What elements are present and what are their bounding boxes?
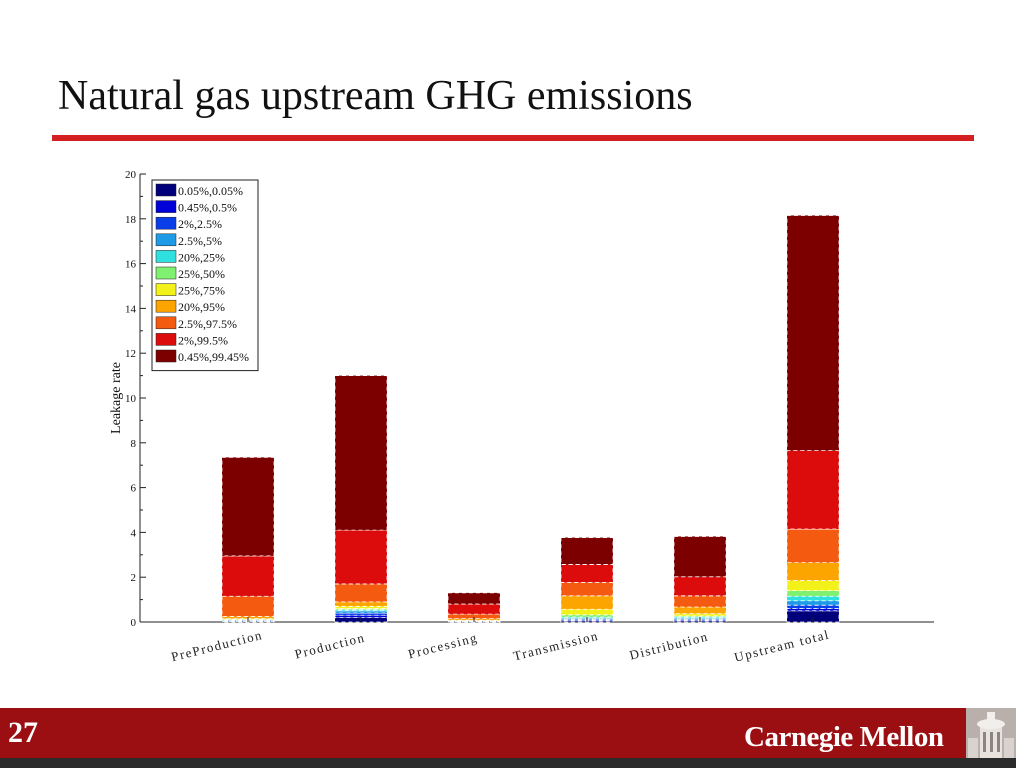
bar-segment [447, 613, 501, 620]
bar-segment [447, 603, 501, 615]
bar-segment [447, 592, 501, 605]
bar-segment [560, 581, 614, 597]
footer-stripe [0, 758, 1016, 768]
y-tick-label: 18 [125, 214, 137, 226]
bar-segment [221, 456, 275, 557]
bar-segment [673, 536, 727, 578]
y-tick-label: 12 [125, 348, 136, 360]
bar-segment [786, 580, 840, 592]
stacked-bar-chart: 0 2 4 6 8 10 12 14 16 18 20 PreProduction Production… [109, 169, 934, 665]
legend-swatch [155, 283, 177, 296]
legend-label: 2.5%,5% [178, 234, 222, 248]
legend-swatch [155, 200, 177, 213]
bar-segment [673, 606, 727, 615]
legend-label: 2%,99.5% [178, 333, 228, 347]
bar-segment [334, 608, 388, 611]
bar-segment [560, 608, 614, 616]
bar-segment [786, 610, 840, 623]
y-tick-label: 14 [125, 303, 137, 315]
bar-segment [560, 595, 614, 610]
x-tick-label: Processing [406, 630, 479, 662]
legend-label: 25%,75% [178, 284, 225, 298]
y-tick-label: 8 [131, 438, 137, 450]
title-divider [52, 135, 974, 141]
bar-segment [560, 537, 614, 565]
y-tick-label: 6 [131, 483, 137, 495]
footer-bar [0, 708, 1016, 758]
y-tick-label: 10 [125, 393, 137, 405]
bar-segment [221, 595, 275, 617]
x-tick-label: Transmission [512, 628, 601, 664]
bar-segment [786, 600, 840, 606]
x-tick-label: PreProduction [170, 627, 265, 664]
slide-title: Natural gas upstream GHG emissions [58, 73, 693, 119]
bar-segment [334, 375, 388, 531]
y-tick-label: 20 [125, 169, 137, 181]
bar-segment [560, 564, 614, 583]
bar-segment [334, 529, 388, 585]
legend-label: 2%,2.5% [178, 217, 222, 231]
bar-segment [786, 562, 840, 581]
bar-segment [786, 528, 840, 564]
page-number: 27 [8, 716, 38, 749]
legend-label: 0.45%,99.45% [178, 350, 249, 364]
legend-swatch [155, 266, 177, 280]
bar-segment [334, 609, 388, 612]
tower-logo-icon [966, 708, 1016, 758]
bar-segment [673, 576, 727, 597]
y-tick-label: 16 [125, 259, 137, 271]
bar-segment [673, 595, 727, 608]
y-tick-label: 0 [131, 617, 137, 629]
bar-segment [786, 590, 840, 597]
x-tick-label: Upstream total [733, 627, 832, 665]
university-logo: Carnegie Mellon [744, 721, 944, 753]
bar-segment [334, 610, 388, 614]
bar-segment [334, 583, 388, 603]
bar-segment [334, 601, 388, 607]
bar-segment [786, 215, 840, 452]
legend-label: 25%,50% [178, 267, 225, 281]
legend-swatch [155, 316, 177, 330]
x-tick-label: Distribution [628, 629, 710, 663]
legend-swatch [155, 216, 177, 230]
legend-swatch [155, 333, 177, 346]
legend-swatch [155, 183, 177, 197]
bar-segment [221, 555, 275, 597]
x-tick-label: Production [293, 630, 367, 662]
y-tick-label: 4 [131, 527, 137, 539]
bar-segment [786, 595, 840, 602]
legend-swatch [155, 349, 177, 363]
legend-label: 0.45%,0.5% [178, 201, 237, 215]
bar-segment [334, 605, 388, 609]
legend-label: 0.05%,0.05% [178, 184, 243, 198]
legend-label: 20%,95% [178, 300, 225, 314]
legend-label: 20%,25% [178, 250, 225, 264]
y-axis-label: Leakage rate [109, 362, 124, 434]
bar-segment [334, 612, 388, 616]
bar-segment [673, 613, 727, 617]
bar-segment [786, 608, 840, 612]
legend-swatch [155, 299, 177, 313]
legend-swatch [155, 233, 177, 247]
bar-segment [786, 604, 840, 609]
y-tick-label: 2 [131, 572, 137, 584]
legend-swatch [155, 250, 177, 263]
bar-segment [786, 450, 840, 530]
legend-label: 2.5%,97.5% [178, 317, 237, 331]
